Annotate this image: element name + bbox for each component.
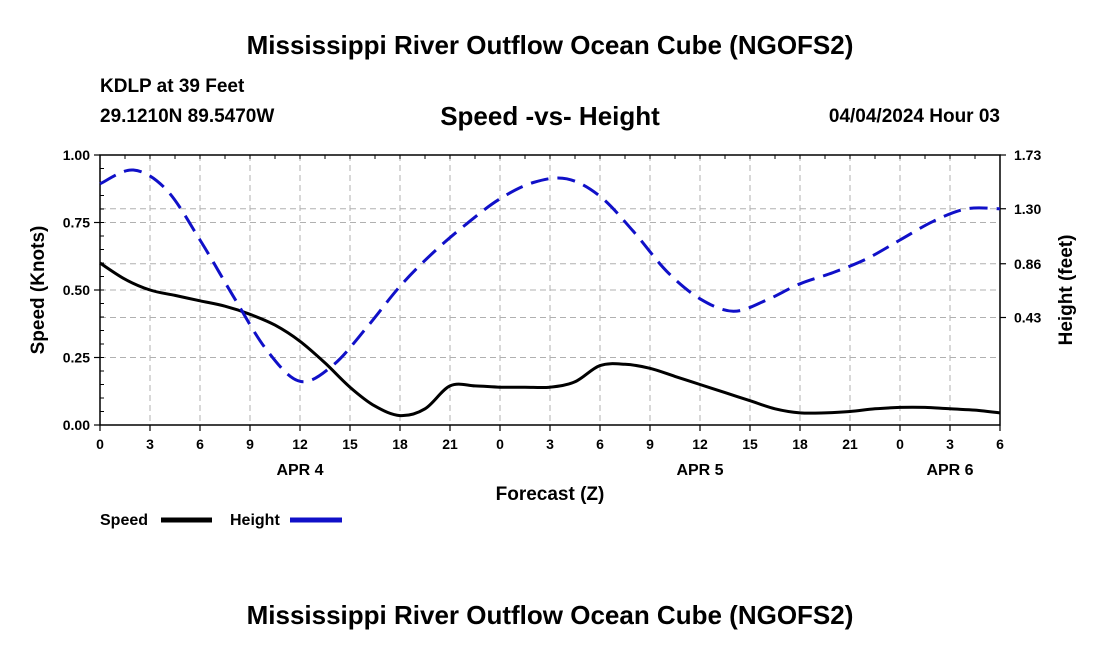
x-tick-label: 12 [292, 436, 308, 452]
x-tick-label: 3 [946, 436, 954, 452]
chart-subtitle: Speed -vs- Height [440, 101, 660, 131]
x-tick-label: 12 [692, 436, 708, 452]
x-tick-label: 9 [246, 436, 254, 452]
y-right-tick-label: 0.86 [1014, 256, 1041, 272]
y-axis-left-label: Speed (Knots) [28, 226, 49, 355]
legend-height-label: Height [230, 512, 280, 529]
x-tick-label: 3 [546, 436, 554, 452]
y-left-tick-label: 0.50 [63, 282, 90, 298]
date-label: APR 5 [676, 462, 723, 479]
series-height-line [99, 168, 1001, 384]
x-tick-label: 6 [996, 436, 1004, 452]
x-tick-label: 6 [196, 436, 204, 452]
x-tick-label: 21 [442, 436, 458, 452]
main-title: Mississippi River Outflow Ocean Cube (NG… [246, 30, 854, 60]
date-label: APR 6 [926, 462, 973, 479]
station-label: KDLP at 39 Feet [100, 76, 245, 97]
legend: Speed Height [100, 512, 342, 529]
x-tick-label: 3 [146, 436, 154, 452]
y-left-tick-label: 0.25 [63, 350, 90, 366]
series-speed-line [99, 261, 1001, 418]
y-right-tick-label: 1.30 [1014, 201, 1041, 217]
x-tick-label: 21 [842, 436, 858, 452]
footer-title: Mississippi River Outflow Ocean Cube (NG… [246, 600, 854, 630]
y-left-tick-label: 1.00 [63, 147, 90, 163]
x-tick-label: 0 [96, 436, 104, 452]
datestamp: 04/04/2024 Hour 03 [828, 106, 1000, 127]
x-tick-label: 9 [646, 436, 654, 452]
x-tick-label: 6 [596, 436, 604, 452]
legend-speed-label: Speed [100, 512, 148, 529]
y-left-tick-label: 0.75 [63, 215, 90, 231]
x-tick-label: 15 [742, 436, 758, 452]
date-label: APR 4 [276, 462, 323, 479]
y-right-tick-label: 0.43 [1014, 310, 1041, 326]
x-axis-label: Forecast (Z) [496, 484, 605, 505]
x-tick-label: 0 [496, 436, 504, 452]
y-axis-right-label: Height (feet) [1056, 235, 1077, 346]
y-right-tick-label: 1.73 [1014, 147, 1041, 163]
x-tick-label: 0 [896, 436, 904, 452]
x-tick-label: 18 [792, 436, 808, 452]
y-left-tick-label: 0.00 [63, 417, 90, 433]
x-tick-label: 15 [342, 436, 358, 452]
coordinates-label: 29.1210N 89.5470W [100, 106, 275, 127]
x-tick-label: 18 [392, 436, 408, 452]
